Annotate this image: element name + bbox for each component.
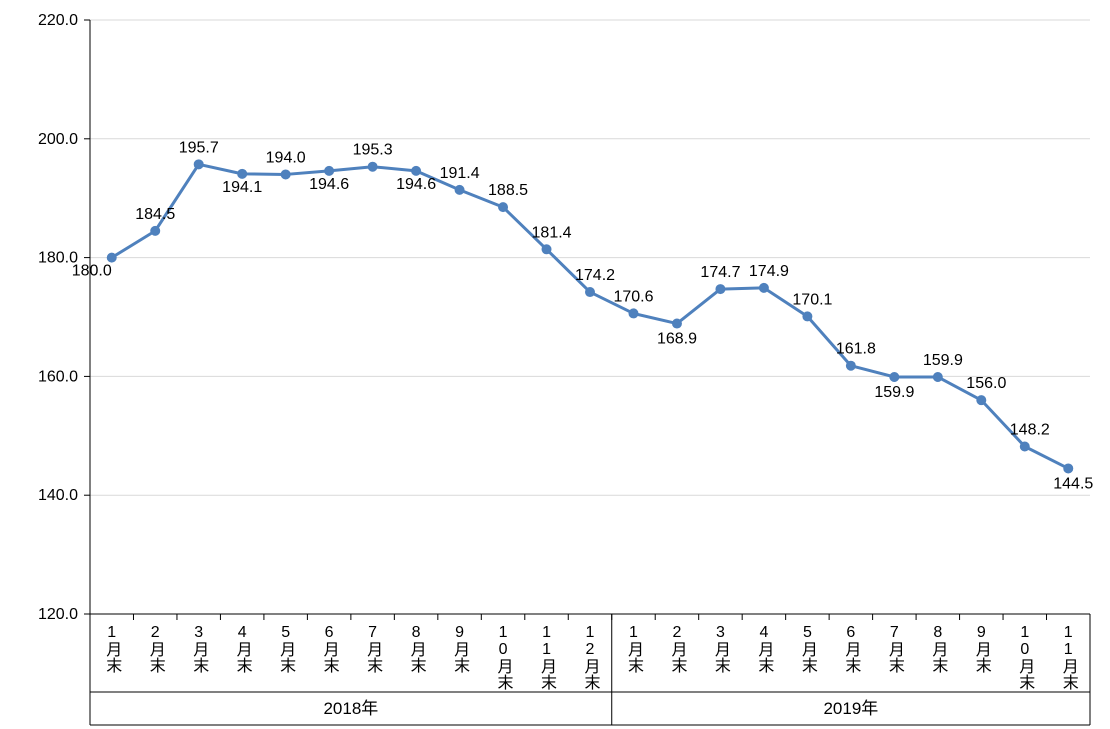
- x-axis-category-label: 8月末: [929, 624, 948, 673]
- series-marker: [846, 361, 855, 370]
- x-axis-category-label: 7月末: [364, 624, 383, 673]
- x-axis-category-label: 9月末: [451, 624, 470, 673]
- data-label: 188.5: [488, 182, 528, 199]
- y-axis-tick-label: 120.0: [38, 606, 78, 623]
- data-label: 161.8: [836, 341, 876, 358]
- data-label: 184.5: [135, 206, 175, 223]
- x-axis-category-label: 2月末: [147, 624, 166, 673]
- x-axis-group-label: 2019年: [823, 699, 878, 718]
- x-axis-category-label: 12月末: [582, 624, 601, 690]
- x-axis-category-label: 2月末: [668, 624, 687, 673]
- data-label: 170.1: [792, 291, 832, 308]
- data-label: 148.2: [1010, 421, 1050, 438]
- data-label: 168.9: [657, 331, 697, 348]
- x-axis-category-label: 11月末: [538, 624, 557, 690]
- data-label: 194.6: [309, 176, 349, 193]
- series-marker: [759, 283, 768, 292]
- y-axis-tick-label: 160.0: [38, 368, 78, 385]
- x-axis-category-label: 1月末: [103, 624, 122, 673]
- x-axis-category-label: 8月末: [408, 624, 427, 673]
- series-marker: [977, 396, 986, 405]
- series-marker: [281, 170, 290, 179]
- y-axis-tick-label: 140.0: [38, 487, 78, 504]
- series-marker: [803, 312, 812, 321]
- data-label: 195.7: [179, 139, 219, 156]
- data-label: 159.9: [874, 384, 914, 401]
- series-marker: [325, 166, 334, 175]
- series-marker: [412, 166, 421, 175]
- x-axis-category-label: 6月末: [321, 624, 340, 673]
- data-label: 174.2: [575, 267, 615, 284]
- data-label: 159.9: [923, 352, 963, 369]
- series-marker: [586, 288, 595, 297]
- data-label: 191.4: [440, 165, 480, 182]
- x-axis-category-label: 5月末: [799, 624, 818, 673]
- data-label: 180.0: [72, 263, 112, 280]
- x-axis-category-label: 10月末: [1016, 624, 1035, 690]
- data-label: 144.5: [1053, 475, 1093, 492]
- series-marker: [890, 372, 899, 381]
- data-label: 170.6: [613, 288, 653, 305]
- series-marker: [499, 203, 508, 212]
- data-label: 174.7: [700, 264, 740, 281]
- series-marker: [1020, 442, 1029, 451]
- data-label: 174.9: [749, 263, 789, 280]
- series-marker: [933, 372, 942, 381]
- x-axis-category-label: 7月末: [886, 624, 905, 673]
- x-axis-category-label: 10月末: [495, 624, 514, 690]
- series-marker: [238, 169, 247, 178]
- x-axis-group-label: 2018年: [323, 699, 378, 718]
- data-label: 194.0: [266, 149, 306, 166]
- series-marker: [151, 226, 160, 235]
- x-axis-category-label: 1月末: [625, 624, 644, 673]
- series-marker: [542, 245, 551, 254]
- series-marker: [368, 162, 377, 171]
- x-axis-category-label: 3月末: [190, 624, 209, 673]
- x-axis-category-label: 4月末: [234, 624, 253, 673]
- series-marker: [629, 309, 638, 318]
- series-marker: [1064, 464, 1073, 473]
- chart-svg: 120.0 140.0 160.0 180.0 200.0 220.0 1月末 2月末 3月末 4…: [0, 0, 1110, 729]
- y-axis-tick-label: 220.0: [38, 12, 78, 29]
- x-axis-category-label: 3月末: [712, 624, 731, 673]
- series-marker: [107, 253, 116, 262]
- x-axis-category-label: 5月末: [277, 624, 296, 673]
- y-axis-tick-label: 200.0: [38, 131, 78, 148]
- series-marker: [455, 185, 464, 194]
- x-axis-category-label: 4月末: [755, 624, 774, 673]
- data-label: 194.1: [222, 179, 262, 196]
- x-axis-category-label: 11月末: [1060, 624, 1079, 690]
- series-marker: [672, 319, 681, 328]
- series-marker: [716, 285, 725, 294]
- line-chart: 120.0 140.0 160.0 180.0 200.0 220.0 1月末 2月末 3月末 4…: [0, 0, 1110, 729]
- data-label: 195.3: [353, 142, 393, 159]
- x-axis-category-label: 6月末: [842, 624, 861, 673]
- series-marker: [194, 160, 203, 169]
- data-label: 194.6: [396, 176, 436, 193]
- x-axis-category-label: 9月末: [973, 624, 992, 673]
- data-label: 156.0: [966, 375, 1006, 392]
- data-label: 181.4: [532, 224, 572, 241]
